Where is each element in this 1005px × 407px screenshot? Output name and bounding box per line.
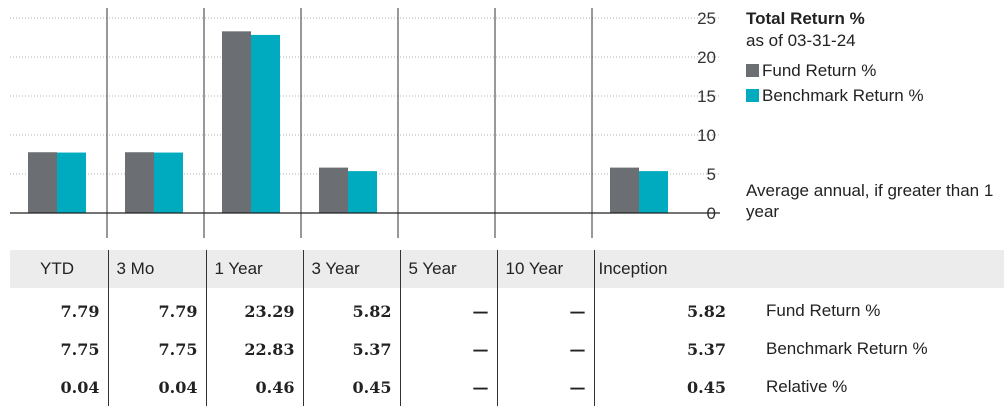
- row-label: Benchmark Return %: [766, 339, 928, 358]
- legend-item-benchmark: Benchmark Return %: [746, 83, 1001, 108]
- table-cell: 5.82: [593, 288, 734, 330]
- y-tick-label: 25: [697, 9, 716, 28]
- returns-table: YTD 3 Mo 1 Year 3 Year 5 Year 10 Year In…: [10, 250, 1004, 406]
- fund-swatch-icon: [746, 64, 759, 77]
- legend-subtitle: as of 03-31-24: [746, 31, 856, 50]
- column-header: 10 Year: [496, 250, 594, 288]
- y-tick-label: 10: [697, 126, 716, 145]
- y-tick-label: 15: [697, 87, 716, 106]
- bar-benchmark: [57, 152, 86, 213]
- table-cell: 7.79: [107, 288, 206, 330]
- table-cell: 22.83: [205, 330, 303, 368]
- table-cell: 5.82: [302, 288, 400, 330]
- table-row: 7.79 7.79 23.29 5.82 — — 5.82 Fund Retur…: [10, 288, 1004, 330]
- bar-fund: [125, 152, 154, 213]
- column-header: 5 Year: [399, 250, 497, 288]
- table-cell: 5.37: [302, 330, 400, 368]
- legend-item-fund: Fund Return %: [746, 58, 1001, 83]
- legend-item-label: Fund Return %: [762, 60, 877, 80]
- bar-fund: [222, 31, 251, 214]
- legend-item-label: Benchmark Return %: [762, 85, 924, 105]
- table-cell: —: [496, 330, 594, 368]
- bar-benchmark: [251, 34, 280, 214]
- table-cell: 0.04: [107, 368, 206, 406]
- table-cell: 0.45: [302, 368, 400, 406]
- row-label: Fund Return %: [766, 301, 881, 320]
- bar-fund: [28, 152, 57, 213]
- bar-fund: [610, 167, 639, 213]
- y-tick-label: 20: [697, 48, 716, 67]
- column-header: Inception: [593, 250, 734, 288]
- column-header: YTD: [10, 250, 108, 288]
- bar-benchmark: [348, 171, 377, 213]
- table-header-row: YTD 3 Mo 1 Year 3 Year 5 Year 10 Year In…: [10, 250, 1004, 288]
- bar-fund: [319, 167, 348, 213]
- table-cell: —: [496, 288, 594, 330]
- y-tick-label: 5: [707, 165, 716, 184]
- table-cell: 5.37: [593, 330, 734, 368]
- table-cell: —: [399, 368, 497, 406]
- table-cell: 0.45: [593, 368, 734, 406]
- table-cell: 7.75: [60, 339, 100, 359]
- column-header-empty: [734, 250, 1004, 288]
- table-cell: —: [399, 288, 497, 330]
- table-cell: —: [496, 368, 594, 406]
- table-cell: —: [399, 330, 497, 368]
- benchmark-swatch-icon: [746, 89, 759, 102]
- table-cell: 7.75: [107, 330, 206, 368]
- column-header: 3 Mo: [107, 250, 206, 288]
- table-cell: 0.04: [60, 377, 100, 397]
- column-header: 3 Year: [302, 250, 400, 288]
- legend: Total Return % as of 03-31-24 Fund Retur…: [746, 8, 1001, 221]
- table-row: 7.75 7.75 22.83 5.37 — — 5.37 Benchmark …: [10, 330, 1004, 368]
- table-cell: 23.29: [205, 288, 303, 330]
- legend-title: Total Return %: [746, 9, 865, 28]
- bar-benchmark: [154, 152, 183, 213]
- legend-note: Average annual, if greater than 1 year: [746, 181, 994, 221]
- row-label: Relative %: [766, 377, 848, 396]
- bar-benchmark: [639, 171, 668, 213]
- table-cell: 7.79: [60, 301, 100, 321]
- column-header: 1 Year: [205, 250, 303, 288]
- table-row: 0.04 0.04 0.46 0.45 — — 0.45 Relative %: [10, 368, 1004, 406]
- table-cell: 0.46: [205, 368, 303, 406]
